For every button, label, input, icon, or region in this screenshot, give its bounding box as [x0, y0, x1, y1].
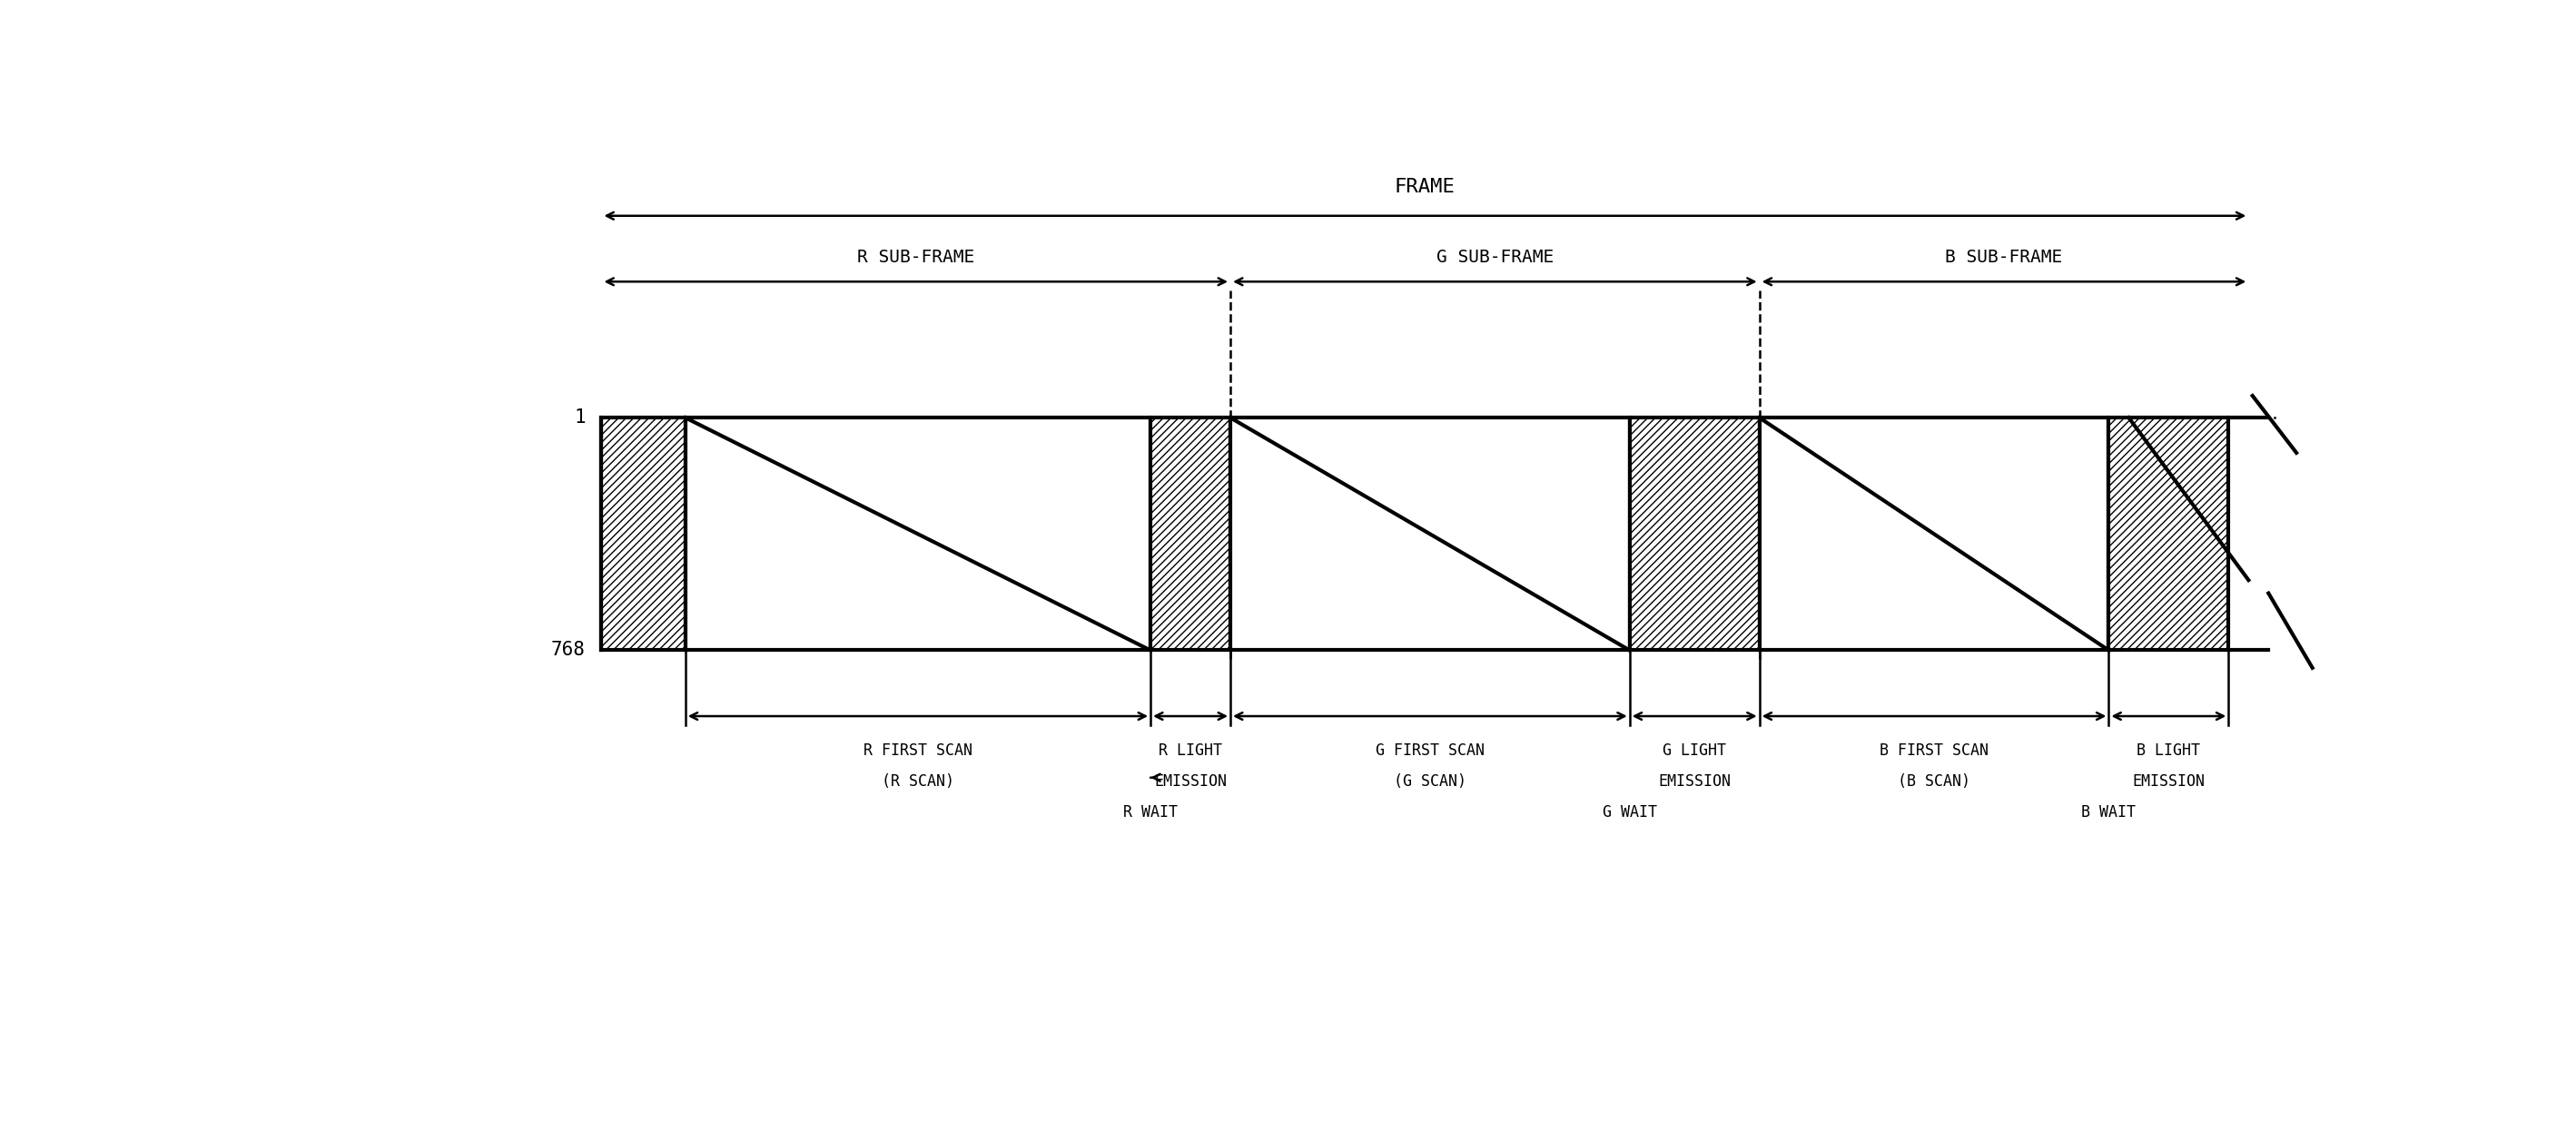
Bar: [603, 417, 685, 650]
Text: R FIRST SCAN: R FIRST SCAN: [863, 742, 971, 759]
Bar: [1631, 417, 1759, 650]
Text: B LIGHT: B LIGHT: [2138, 742, 2200, 759]
Text: (R SCAN): (R SCAN): [881, 773, 953, 790]
Text: G SUB-FRAME: G SUB-FRAME: [1437, 249, 1553, 266]
Text: G FIRST SCAN: G FIRST SCAN: [1376, 742, 1484, 759]
Text: B WAIT: B WAIT: [2081, 804, 2136, 821]
Text: R SUB-FRAME: R SUB-FRAME: [858, 249, 974, 266]
Text: EMISSION: EMISSION: [1659, 773, 1731, 790]
Bar: [1759, 417, 2110, 650]
Text: B SUB-FRAME: B SUB-FRAME: [1945, 249, 2063, 266]
Bar: [685, 417, 1151, 650]
Text: EMISSION: EMISSION: [2133, 773, 2205, 790]
Text: (G SCAN): (G SCAN): [1394, 773, 1466, 790]
Bar: [2110, 417, 2228, 650]
Text: G LIGHT: G LIGHT: [1662, 742, 1726, 759]
Text: R LIGHT: R LIGHT: [1159, 742, 1221, 759]
Bar: [1151, 417, 1231, 650]
Text: 768: 768: [551, 641, 585, 659]
Text: G WAIT: G WAIT: [1602, 804, 1656, 821]
Text: 1: 1: [574, 408, 585, 426]
Bar: [1231, 417, 1631, 650]
Text: B FIRST SCAN: B FIRST SCAN: [1880, 742, 1989, 759]
Text: FRAME: FRAME: [1394, 178, 1455, 196]
Text: R WAIT: R WAIT: [1123, 804, 1177, 821]
Text: EMISSION: EMISSION: [1154, 773, 1226, 790]
Text: (B SCAN): (B SCAN): [1899, 773, 1971, 790]
